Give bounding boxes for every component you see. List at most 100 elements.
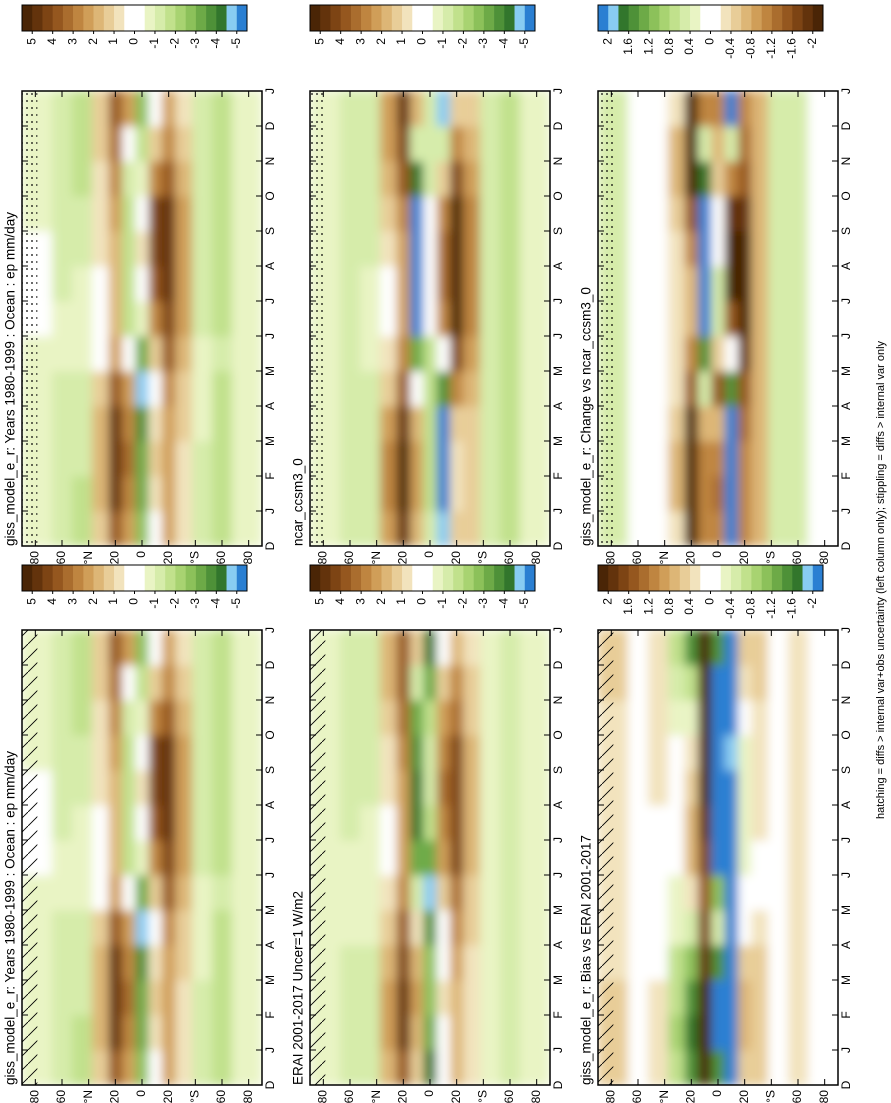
cell	[463, 1014, 480, 1051]
month-label: O	[263, 730, 277, 739]
cell	[500, 944, 520, 981]
cell	[463, 265, 480, 302]
footer-note: hatching = diffs > internal var+obs unce…	[875, 340, 887, 819]
cell	[480, 804, 500, 841]
cell	[648, 91, 668, 127]
cell	[232, 839, 262, 876]
cell	[72, 909, 92, 946]
cell	[410, 475, 424, 512]
cell	[463, 125, 480, 162]
cell	[410, 405, 424, 442]
cell	[628, 300, 648, 337]
cell	[668, 91, 685, 127]
cell	[436, 475, 450, 512]
cell	[108, 195, 122, 232]
colorbar-swatch	[598, 565, 609, 591]
colorbar-swatch	[195, 5, 207, 31]
lat-tick-label: 80	[604, 551, 618, 565]
cell	[340, 664, 360, 701]
cell	[122, 804, 136, 841]
cell	[684, 300, 698, 337]
cell	[360, 944, 380, 981]
month-label: S	[839, 766, 853, 774]
cell	[72, 475, 92, 512]
cell	[500, 265, 520, 302]
month-label: A	[839, 402, 853, 410]
cell	[92, 265, 109, 302]
colorbar-swatch	[812, 5, 824, 31]
cell	[410, 265, 424, 302]
cell	[724, 839, 738, 876]
cell	[72, 734, 92, 771]
colorbar-label: -3	[188, 598, 202, 609]
cell	[380, 1014, 397, 1051]
month-label: J	[263, 508, 277, 514]
cell	[520, 510, 550, 546]
cell	[463, 160, 480, 197]
lat-tick-label: 80	[529, 1090, 543, 1103]
cell	[52, 804, 72, 841]
cell	[463, 979, 480, 1016]
cell	[360, 979, 380, 1016]
cell	[122, 909, 136, 946]
cell	[768, 195, 788, 232]
cell	[410, 1014, 424, 1051]
cell	[724, 664, 738, 701]
cell	[520, 909, 550, 946]
colorbar-swatch	[412, 5, 423, 31]
cell	[212, 909, 232, 946]
cell	[808, 125, 838, 162]
cell	[808, 91, 838, 127]
cell	[738, 265, 752, 302]
cell	[192, 230, 212, 267]
cell	[380, 909, 397, 946]
cell	[450, 944, 464, 981]
cell	[808, 510, 838, 546]
cell	[108, 475, 122, 512]
cell	[751, 475, 768, 512]
colorbar-swatch	[236, 565, 248, 591]
colorbar-label: 1.2	[641, 38, 655, 55]
cell	[768, 1049, 788, 1085]
cell	[628, 839, 648, 876]
cell	[480, 1014, 500, 1051]
cell	[436, 91, 450, 127]
cell	[148, 979, 162, 1016]
cell	[192, 664, 212, 701]
cell	[423, 440, 437, 477]
cell	[628, 91, 648, 127]
cell	[360, 874, 380, 911]
colorbar-swatch	[22, 5, 33, 31]
colorbar-swatch	[514, 565, 526, 591]
cell	[436, 874, 450, 911]
colorbar-swatch	[310, 5, 321, 31]
cell	[72, 335, 92, 372]
colorbar-swatch	[236, 5, 248, 31]
cell	[122, 125, 136, 162]
colorbar-label: 5	[24, 598, 38, 605]
cell	[711, 839, 725, 876]
cell	[340, 734, 360, 771]
cell	[360, 839, 380, 876]
month-label: J	[263, 298, 277, 304]
month-label: M	[263, 366, 277, 376]
cell	[232, 664, 262, 701]
cell	[711, 300, 725, 337]
colorbar-swatch	[432, 5, 444, 31]
cell	[360, 1049, 380, 1085]
colorbar-swatch	[185, 5, 197, 31]
field-cells	[310, 91, 550, 546]
hatching	[310, 630, 326, 1085]
cell	[162, 1049, 176, 1085]
cell	[711, 874, 725, 911]
cell	[148, 91, 162, 127]
cell	[711, 370, 725, 407]
colorbar-swatch	[473, 565, 485, 591]
cell	[122, 440, 136, 477]
lat-tick-label: 80	[316, 551, 330, 565]
cell	[175, 630, 192, 666]
colorbar-swatch	[463, 5, 474, 31]
colorbar-swatch	[412, 565, 423, 591]
colorbar-label: -5	[517, 598, 531, 609]
lat-tick-label: 80	[817, 551, 831, 565]
